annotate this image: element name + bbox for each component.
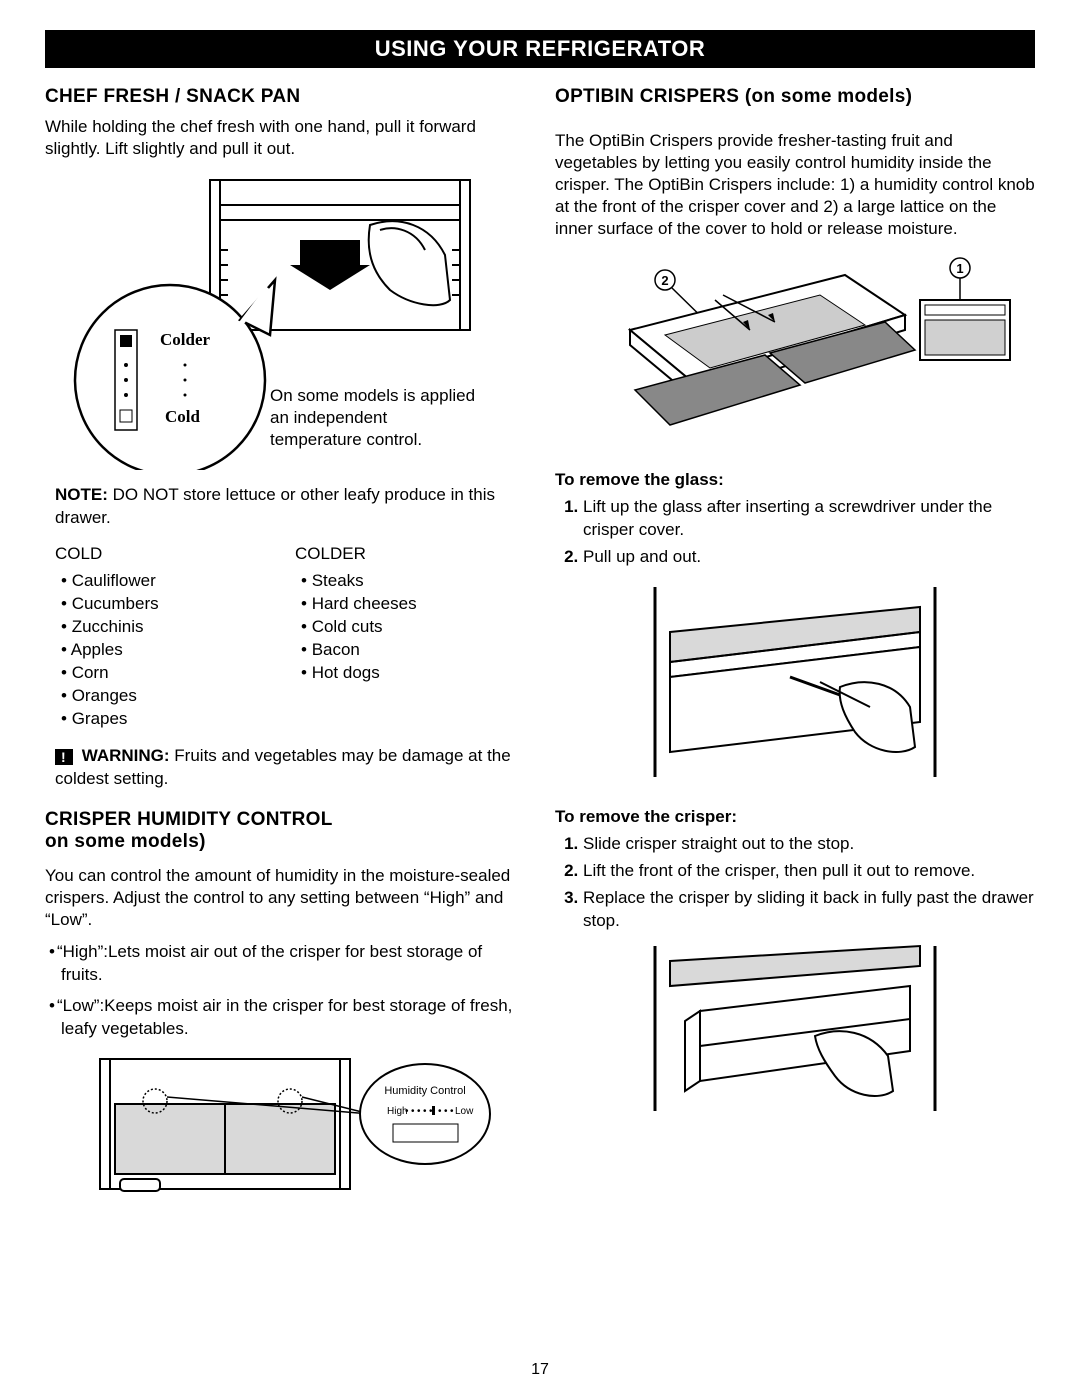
humidity-fig-low: Low	[455, 1106, 474, 1117]
list-item: Grapes	[61, 708, 285, 731]
warning-icon	[55, 749, 73, 765]
fig-label-colder: Colder	[160, 330, 211, 349]
list-item: Steaks	[301, 570, 525, 593]
list-item: Lift up the glass after inserting a scre…	[583, 496, 1035, 542]
food-storage-columns: COLD CauliflowerCucumbersZucchinisApples…	[45, 544, 525, 731]
list-item: Corn	[61, 662, 285, 685]
list-item: Bacon	[301, 639, 525, 662]
svg-text:•: •	[423, 1106, 427, 1117]
list-item: Cucumbers	[61, 593, 285, 616]
svg-text:•: •	[411, 1106, 415, 1117]
optibin-intro: The OptiBin Crispers provide fresher-tas…	[555, 130, 1035, 240]
cold-column: COLD CauliflowerCucumbersZucchinisApples…	[55, 544, 285, 731]
right-column: OPTIBIN CRISPERS (on some models) The Op…	[555, 86, 1035, 1223]
humidity-figure: Humidity Control High Low ••• •• •••	[45, 1049, 525, 1209]
list-item: Pull up and out.	[583, 546, 1035, 569]
remove-crisper-steps: Slide crisper straight out to the stop. L…	[555, 833, 1035, 933]
warning-block: WARNING: Fruits and vegetables may be da…	[45, 745, 525, 791]
remove-crisper-figure	[555, 941, 1035, 1121]
svg-text:1: 1	[956, 261, 963, 276]
humidity-fig-title: Humidity Control	[384, 1085, 465, 1097]
cold-list: CauliflowerCucumbersZucchinisApplesCornO…	[55, 570, 285, 731]
list-item: Cauliflower	[61, 570, 285, 593]
remove-crisper-heading: To remove the crisper:	[555, 807, 1035, 827]
remove-glass-steps: Lift up the glass after inserting a scre…	[555, 496, 1035, 569]
colder-heading: COLDER	[295, 544, 525, 564]
svg-text:•: •	[438, 1106, 442, 1117]
svg-text:•: •	[417, 1106, 421, 1117]
section-banner: USING YOUR REFRIGERATOR	[45, 30, 1035, 68]
chef-fresh-intro: While holding the chef fresh with one ha…	[45, 116, 525, 160]
chef-fresh-figure: Colder Cold On some models is applied an…	[45, 170, 525, 470]
list-item: Slide crisper straight out to the stop.	[583, 833, 1035, 856]
svg-text:2: 2	[661, 273, 668, 288]
optibin-heading: OPTIBIN CRISPERS (on some models)	[555, 86, 1035, 108]
colder-column: COLDER SteaksHard cheesesCold cutsBaconH…	[295, 544, 525, 731]
svg-text:•: •	[444, 1106, 448, 1117]
svg-text:•: •	[450, 1106, 454, 1117]
list-item: Cold cuts	[301, 616, 525, 639]
list-item: “Low”:Keeps moist air in the crisper for…	[49, 995, 525, 1041]
list-item: Zucchinis	[61, 616, 285, 639]
list-item: Oranges	[61, 685, 285, 708]
remove-glass-heading: To remove the glass:	[555, 470, 1035, 490]
list-item: Replace the crisper by sliding it back i…	[583, 887, 1035, 933]
chef-fresh-heading: CHEF FRESH / SNACK PAN	[45, 86, 525, 108]
list-item: Lift the front of the crisper, then pull…	[583, 860, 1035, 883]
humidity-intro: You can control the amount of humidity i…	[45, 865, 525, 931]
optibin-figure: 1 2	[555, 250, 1035, 450]
list-item: “High”:Lets moist air out of the crisper…	[49, 941, 525, 987]
chef-fresh-note: NOTE: DO NOT store lettuce or other leaf…	[45, 484, 525, 530]
colder-list: SteaksHard cheesesCold cutsBaconHot dogs	[295, 570, 525, 685]
humidity-definitions: “High”:Lets moist air out of the crisper…	[45, 941, 525, 1041]
humidity-heading-1: CRISPER HUMIDITY CONTROL	[45, 809, 525, 831]
note-body: DO NOT store lettuce or other leafy prod…	[55, 485, 495, 527]
cold-heading: COLD	[55, 544, 285, 564]
svg-text:•: •	[405, 1106, 409, 1117]
note-label: NOTE:	[55, 485, 108, 504]
fig-caption: On some models is applied an independent…	[270, 385, 480, 451]
warning-label: WARNING:	[82, 746, 170, 765]
page-number: 17	[0, 1361, 1080, 1379]
left-column: CHEF FRESH / SNACK PAN While holding the…	[45, 86, 525, 1223]
list-item: Apples	[61, 639, 285, 662]
fig-label-cold: Cold	[165, 407, 201, 426]
humidity-heading-2: on some models)	[45, 831, 525, 853]
remove-glass-figure	[555, 577, 1035, 787]
list-item: Hot dogs	[301, 662, 525, 685]
two-column-layout: CHEF FRESH / SNACK PAN While holding the…	[45, 86, 1035, 1223]
list-item: Hard cheeses	[301, 593, 525, 616]
